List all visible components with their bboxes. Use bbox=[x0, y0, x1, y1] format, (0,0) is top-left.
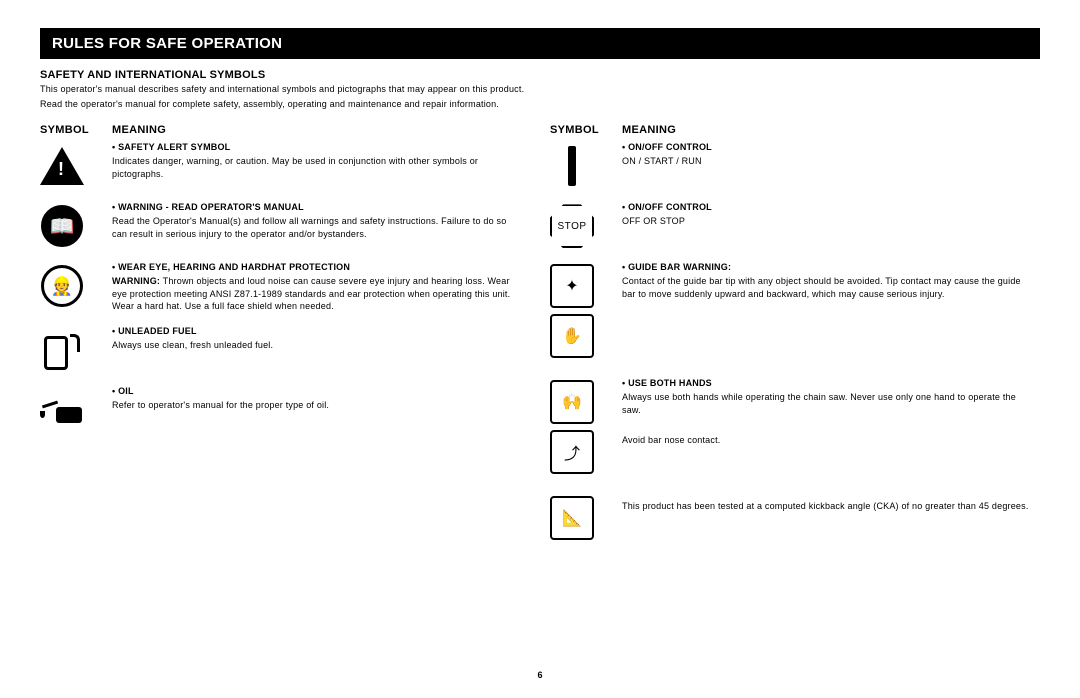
on-line-icon bbox=[550, 144, 594, 188]
entry-desc: Read the Operator's Manual(s) and follow… bbox=[112, 215, 520, 239]
entry-title: UNLEADED FUEL bbox=[112, 326, 520, 336]
entry-desc: Contact of the guide bar tip with any ob… bbox=[622, 275, 1030, 299]
entry-both-hands: 🙌 ⤴ USE BOTH HANDS Always use both hands… bbox=[550, 378, 1040, 480]
column-headers-left: SYMBOL MEANING bbox=[40, 124, 530, 136]
entry-cka: 📐 This product has been tested at a comp… bbox=[550, 494, 1040, 540]
bar-nose-icon: ⤴ bbox=[550, 430, 594, 474]
entry-guide-bar: ✦ ✋ GUIDE BAR WARNING: Contact of the gu… bbox=[550, 262, 1040, 364]
header-meaning: MEANING bbox=[622, 124, 1040, 136]
left-column: SYMBOL MEANING SAFETY ALERT SYMBOL Indic… bbox=[40, 124, 530, 554]
entry-desc: Always use clean, fresh unleaded fuel. bbox=[112, 339, 520, 351]
fuel-pump-icon bbox=[40, 328, 84, 372]
intro-line-2: Read the operator's manual for complete … bbox=[40, 99, 1040, 111]
oil-can-icon bbox=[40, 388, 84, 432]
intro-line-1: This operator's manual describes safety … bbox=[40, 84, 1040, 96]
entry-desc: WARNING: Thrown objects and loud noise c… bbox=[112, 275, 520, 311]
entry-desc: OFF OR STOP bbox=[622, 215, 1030, 227]
page-title-bar: RULES FOR SAFE OPERATION bbox=[40, 28, 1040, 59]
eye-ear-protection-icon: 👷 bbox=[40, 264, 84, 308]
entry-title: ON/OFF CONTROL bbox=[622, 142, 1030, 152]
entry-protection: 👷 WEAR EYE, HEARING AND HARDHAT PROTECTI… bbox=[40, 262, 530, 311]
cka-angle-icon: 📐 bbox=[550, 496, 594, 540]
entry-fuel: UNLEADED FUEL Always use clean, fresh un… bbox=[40, 326, 530, 372]
header-meaning: MEANING bbox=[112, 124, 530, 136]
entry-title: ON/OFF CONTROL bbox=[622, 202, 1030, 212]
entry-safety-alert: SAFETY ALERT SYMBOL Indicates danger, wa… bbox=[40, 142, 530, 188]
entry-read-manual: 📖 WARNING - READ OPERATOR'S MANUAL Read … bbox=[40, 202, 530, 248]
warning-prefix: WARNING: bbox=[112, 276, 160, 286]
entry-title: SAFETY ALERT SYMBOL bbox=[112, 142, 520, 152]
section-heading: SAFETY AND INTERNATIONAL SYMBOLS bbox=[40, 69, 1040, 81]
warning-triangle-icon bbox=[40, 144, 84, 188]
entry-title: USE BOTH HANDS bbox=[622, 378, 1030, 388]
kickback-up-icon: ✦ bbox=[550, 264, 594, 308]
entry-oil: OIL Refer to operator's manual for the p… bbox=[40, 386, 530, 432]
entry-desc: ON / START / RUN bbox=[622, 155, 1030, 167]
entry-title: GUIDE BAR WARNING: bbox=[622, 262, 1030, 272]
entry-desc: Refer to operator's manual for the prope… bbox=[112, 399, 520, 411]
kickback-hand-icon: ✋ bbox=[550, 314, 594, 358]
entry-desc-text: Thrown objects and loud noise can cause … bbox=[112, 276, 510, 310]
header-symbol: SYMBOL bbox=[40, 124, 112, 136]
entry-desc: Always use both hands while operating th… bbox=[622, 391, 1030, 415]
entry-title: OIL bbox=[112, 386, 520, 396]
stop-octagon-icon: STOP bbox=[550, 204, 594, 248]
entry-desc: Indicates danger, warning, or caution. M… bbox=[112, 155, 520, 179]
symbol-columns: SYMBOL MEANING SAFETY ALERT SYMBOL Indic… bbox=[40, 124, 1040, 554]
page-number: 6 bbox=[537, 670, 542, 680]
column-headers-right: SYMBOL MEANING bbox=[550, 124, 1040, 136]
entry-title: WEAR EYE, HEARING AND HARDHAT PROTECTION bbox=[112, 262, 520, 272]
right-column: SYMBOL MEANING ON/OFF CONTROL ON / START… bbox=[550, 124, 1040, 554]
entry-on-control: ON/OFF CONTROL ON / START / RUN bbox=[550, 142, 1040, 188]
header-symbol: SYMBOL bbox=[550, 124, 622, 136]
two-hands-icon: 🙌 bbox=[550, 380, 594, 424]
entry-title: WARNING - READ OPERATOR'S MANUAL bbox=[112, 202, 520, 212]
entry-off-control: STOP ON/OFF CONTROL OFF OR STOP bbox=[550, 202, 1040, 248]
entry-desc-2: Avoid bar nose contact. bbox=[622, 434, 1030, 446]
read-manual-icon: 📖 bbox=[40, 204, 84, 248]
page-title: RULES FOR SAFE OPERATION bbox=[52, 35, 282, 52]
entry-desc: This product has been tested at a comput… bbox=[622, 500, 1030, 512]
